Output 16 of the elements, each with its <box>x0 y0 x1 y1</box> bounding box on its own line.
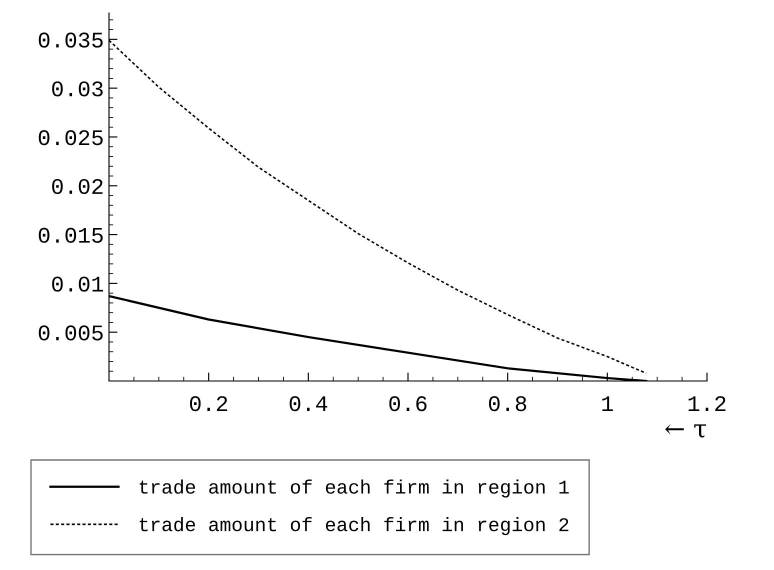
legend-label: trade amount of each firm in region 2 <box>140 517 568 536</box>
y-tick-label: 0.015 <box>38 228 103 243</box>
y-tick-label: 0.03 <box>52 81 103 96</box>
legend-label: trade amount of each firm in region 1 <box>140 479 569 498</box>
x-axis-title: ← τ <box>665 424 706 438</box>
x-tick-label: 0.2 <box>190 396 228 412</box>
y-tick-label: 0.02 <box>52 178 103 194</box>
x-tick-label: 0.8 <box>489 396 526 412</box>
x-tick-label: 1.2 <box>688 396 726 411</box>
x-tick-label: 0.4 <box>290 396 328 412</box>
y-tick-label: 0.025 <box>38 130 103 146</box>
x-tick-label: 0.6 <box>389 396 427 412</box>
y-tick-label: 0.005 <box>38 325 103 340</box>
x-tick-label: 1 <box>602 396 613 411</box>
y-tick-label: 0.01 <box>52 276 104 292</box>
y-tick-label: 0.035 <box>38 32 103 48</box>
